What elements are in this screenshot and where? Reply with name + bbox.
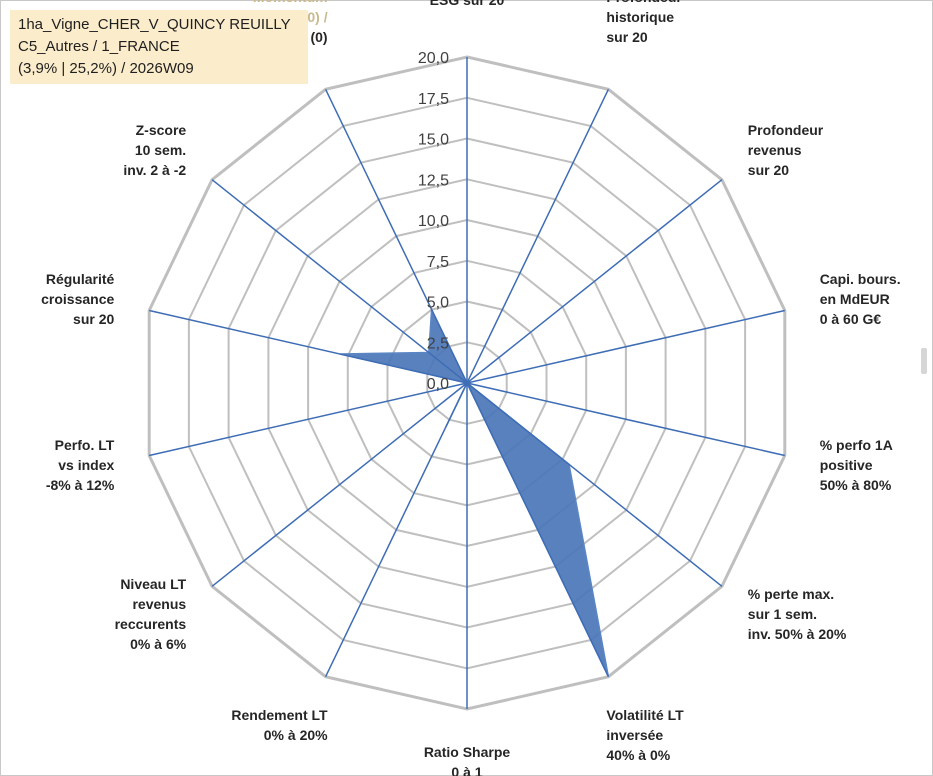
chart-title-line-2: C5_Autres / 1_FRANCE: [18, 38, 180, 55]
tick-label-5: 12,5: [418, 172, 449, 189]
tick-label-1: 2,5: [427, 335, 449, 352]
axis-label-8-line-2: 0 à 1: [451, 764, 482, 776]
axis-label-12: Régularité croissance sur 20: [41, 271, 114, 327]
tick-label-0: 0,0: [427, 376, 449, 393]
axis-label-6-line-3: inv. 50% à 20%: [748, 626, 847, 642]
axis-label-8: Ratio Sharpe 0 à 1: [424, 744, 511, 776]
tick-label-6: 15,0: [418, 132, 449, 149]
series-area: [339, 306, 610, 678]
axis-spoke-3: [466, 179, 723, 384]
axis-spoke-7: [466, 382, 610, 678]
axis-label-4-line-2: en MdEUR: [820, 291, 890, 307]
axis-label-1-line-2: ESG sur 20: [430, 0, 505, 8]
axis-label-13-line-1: Z-score: [136, 122, 187, 138]
axis-label-14-line-1: Momentum: [253, 0, 328, 5]
axis-label-12-line-1: Régularité: [46, 271, 115, 287]
scrollbar-handle[interactable]: [921, 348, 927, 374]
axis-label-9: Rendement LT 0% à 20%: [231, 707, 328, 743]
tick-label-3: 7,5: [427, 254, 449, 271]
axis-label-10: Niveau LT revenus reccurents 0% à 6%: [115, 576, 187, 652]
axis-label-10-line-1: Niveau LT: [120, 576, 186, 592]
chart-title-line-1: 1ha_Vigne_CHER_V_QUINCY REUILLY: [18, 16, 291, 33]
axis-label-7-line-1: Volatilité LT: [606, 707, 684, 723]
axis-spoke-4: [466, 309, 785, 384]
axis-label-9-line-2: 0% à 20%: [264, 727, 328, 743]
axis-spoke-6: [466, 382, 723, 587]
axis-label-11-line-3: -8% à 12%: [46, 477, 115, 493]
axis-label-1: NoteESG sur 20: [430, 0, 505, 8]
axis-label-5-line-3: 50% à 80%: [820, 477, 892, 493]
axis-label-5: % perfo 1A positive 50% à 80%: [820, 437, 893, 493]
axis-label-6: % perte max. sur 1 sem. inv. 50% à 20%: [748, 586, 847, 642]
axis-label-11-line-2: vs index: [58, 457, 114, 473]
axis-label-2-line-3: sur 20: [606, 29, 647, 45]
chart-title-box: 1ha_Vigne_CHER_V_QUINCY REUILLY C5_Autre…: [10, 10, 308, 84]
axis-label-4: Capi. bours. en MdEUR 0 à 60 G€: [820, 271, 901, 327]
axis-label-8-line-1: Ratio Sharpe: [424, 744, 511, 760]
axis-label-2-line-2: historique: [606, 9, 674, 25]
tick-label-2: 5,0: [427, 295, 449, 312]
axis-label-6-line-1: % perte max.: [748, 586, 834, 602]
spoke-layer: [149, 57, 785, 709]
axis-spoke-13: [211, 179, 468, 384]
axis-spoke-9: [324, 382, 468, 678]
axis-label-10-line-3: reccurents: [115, 616, 187, 632]
axis-label-9-line-1: Rendement LT: [231, 707, 328, 723]
axis-label-3-line-1: Profondeur: [748, 122, 824, 138]
tick-label-4: 10,0: [418, 213, 449, 230]
axis-label-6-line-2: sur 1 sem.: [748, 606, 817, 622]
chart-title-line-3: (3,9% | 25,2%) / 2026W09: [18, 60, 194, 77]
tick-labels: 0,0 2,5 5,0 7,5 10,0 12,5 15,0 17,5 20,0: [418, 50, 449, 393]
axis-label-12-line-2: croissance: [41, 291, 114, 307]
axis-label-2-line-1: Profondeur: [606, 0, 682, 5]
axis-label-5-line-1: % perfo 1A: [820, 437, 893, 453]
axis-label-4-line-3: 0 à 60 G€: [820, 311, 882, 327]
axis-label-13-line-3: inv. 2 à -2: [123, 162, 186, 178]
axis-label-4-line-1: Capi. bours.: [820, 271, 901, 287]
tick-label-8: 20,0: [418, 50, 449, 67]
axis-spoke-14: [324, 88, 468, 384]
axis-spoke-11: [149, 382, 468, 457]
axis-label-7: Volatilité LT inversée 40% à 0%: [606, 707, 684, 763]
axis-label-2: Profondeur historique sur 20: [606, 0, 682, 45]
axis-label-13: Z-score 10 sem. inv. 2 à -2: [123, 122, 186, 178]
axis-label-3-line-3: sur 20: [748, 162, 789, 178]
axis-spoke-5: [466, 382, 785, 457]
axis-label-7-line-3: 40% à 0%: [606, 747, 670, 763]
axis-spoke-10: [211, 382, 468, 587]
axis-label-12-line-3: sur 20: [73, 311, 114, 327]
axis-label-11-line-1: Perfo. LT: [55, 437, 115, 453]
axis-label-10-line-2: revenus: [132, 596, 186, 612]
axis-label-7-line-2: inversée: [606, 727, 663, 743]
axis-label-3-line-2: revenus: [748, 142, 802, 158]
axis-label-10-line-4: 0% à 6%: [130, 636, 187, 652]
axis-label-11: Perfo. LT vs index -8% à 12%: [46, 437, 115, 493]
axis-spoke-2: [466, 88, 610, 384]
axis-label-13-line-2: 10 sem.: [135, 142, 186, 158]
tick-label-7: 17,5: [418, 91, 449, 108]
series-layer: [339, 306, 610, 678]
axis-label-5-line-2: positive: [820, 457, 873, 473]
axis-spoke-12: [149, 309, 468, 384]
axis-label-3: Profondeur revenus sur 20: [748, 122, 824, 178]
